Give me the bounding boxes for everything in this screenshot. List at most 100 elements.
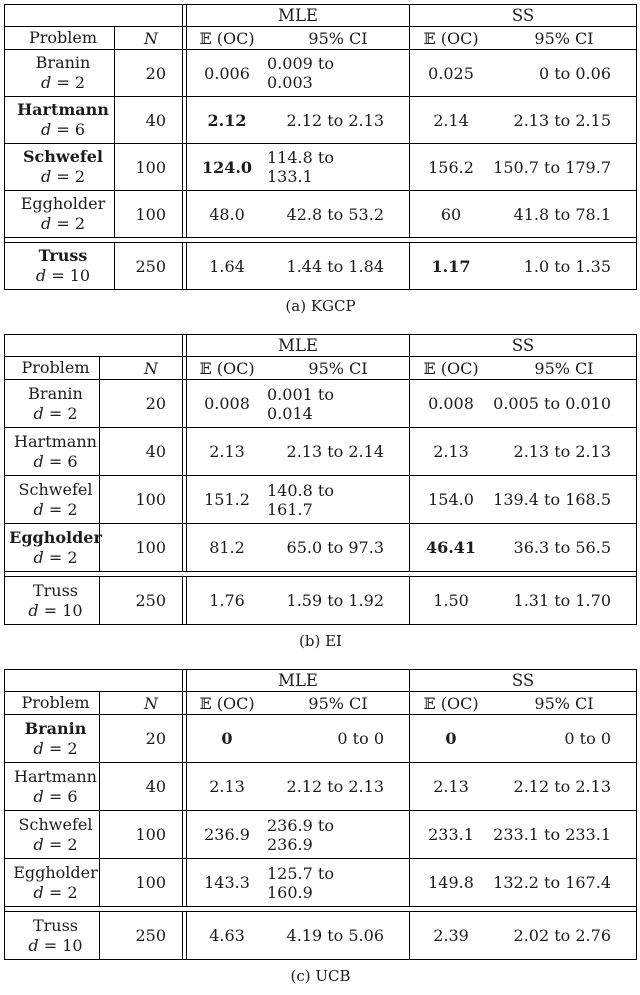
n-column-header: N bbox=[144, 358, 158, 378]
problem-name: Truss bbox=[38, 246, 88, 265]
mle-eoc-value: 48.0 bbox=[209, 204, 245, 224]
problem-dimension: d = 6 bbox=[33, 451, 78, 471]
mle-ci-header: 95% CI bbox=[267, 692, 410, 714]
table-caption: (c) UCB bbox=[290, 967, 351, 985]
ss-ci-value: 0.005 to 0.010 bbox=[493, 394, 611, 413]
n-value: 40 bbox=[145, 777, 166, 796]
mle-eoc-value: 1.64 bbox=[209, 256, 245, 276]
n-value: 250 bbox=[135, 256, 166, 276]
ss-eoc-value: 154.0 bbox=[428, 490, 474, 509]
mle-ci-header: 95% CI bbox=[267, 27, 410, 49]
problem-name: Schwefel bbox=[18, 479, 93, 499]
double-rule bbox=[182, 670, 187, 691]
problem-dimension: d = 10 bbox=[28, 935, 83, 955]
mle-eoc-value: 236.9 bbox=[204, 825, 250, 844]
blank-corner-cell bbox=[5, 335, 182, 356]
problem-cell: Eggholder d = 2 bbox=[5, 859, 100, 906]
mle-ci-value: 236.9 to 236.9 bbox=[267, 811, 410, 858]
ss-ci-header: 95% CI bbox=[534, 693, 594, 713]
ss-ci-value: 0 to 0 bbox=[564, 729, 611, 748]
problem-name: Truss bbox=[32, 580, 79, 600]
ss-group-header: SS bbox=[511, 6, 535, 25]
blank-corner-cell bbox=[5, 5, 182, 26]
table-row: Hartmann d = 6 40 2.13 2.13 to 2.14 2.13… bbox=[5, 428, 636, 476]
ss-eoc-header: 𝔼 (OC) bbox=[423, 358, 479, 378]
double-rule bbox=[182, 357, 187, 379]
mle-eoc-value: 2.12 bbox=[207, 110, 247, 130]
table-row: Eggholder d = 2 100 143.3 125.7 to 160.9… bbox=[5, 859, 636, 907]
table-caption: (a) KGCP bbox=[285, 297, 356, 315]
problem-name: Eggholder bbox=[13, 862, 98, 882]
table-row: Branin d = 2 20 0 0 to 0 0 0 to 0 bbox=[5, 715, 636, 763]
ss-ci-value: 1.31 to 1.70 bbox=[513, 591, 611, 610]
problem-name: Schwefel bbox=[22, 147, 104, 166]
mle-group-header: MLE bbox=[187, 335, 410, 356]
double-rule bbox=[182, 428, 187, 475]
n-value: 250 bbox=[135, 591, 166, 610]
mle-ci-value: 0.009 to 0.003 bbox=[267, 50, 410, 96]
ss-eoc-header: 𝔼 (OC) bbox=[423, 28, 479, 48]
table-row: Truss d = 10 250 1.64 1.44 to 1.84 1.17 … bbox=[5, 242, 636, 289]
results-table-ucb: MLE SS Problem N 𝔼 (OC) 95% CI 𝔼 (OC) 95… bbox=[4, 669, 637, 960]
mle-eoc-value: 124.0 bbox=[201, 157, 253, 177]
double-rule bbox=[182, 5, 187, 26]
group-header-row: MLE SS bbox=[5, 670, 636, 692]
problem-cell: Truss d = 10 bbox=[5, 243, 115, 289]
ss-eoc-header: 𝔼 (OC) bbox=[423, 693, 479, 713]
problem-name: Eggholder bbox=[9, 527, 102, 547]
double-rule bbox=[182, 144, 187, 190]
mle-eoc-value: 0.006 bbox=[204, 63, 250, 83]
ss-group-header: SS bbox=[511, 671, 535, 690]
problem-name: Branin bbox=[28, 383, 83, 403]
n-value: 100 bbox=[135, 873, 166, 892]
problem-name: Eggholder bbox=[20, 194, 106, 213]
ss-eoc-value: 2.14 bbox=[433, 110, 469, 130]
problem-name: Truss bbox=[32, 915, 79, 935]
problem-name: Schwefel bbox=[18, 814, 93, 834]
ss-eoc-value: 149.8 bbox=[428, 873, 474, 892]
ss-ci-value: 139.4 to 168.5 bbox=[493, 490, 611, 509]
mle-ci-value: 4.19 to 5.06 bbox=[267, 912, 410, 959]
mle-ci-value: 125.7 to 160.9 bbox=[267, 859, 410, 906]
column-header-row: Problem N 𝔼 (OC) 95% CI 𝔼 (OC) 95% CI bbox=[5, 692, 636, 715]
mle-ci-value: 1.44 to 1.84 bbox=[267, 243, 410, 289]
mle-eoc-value: 4.63 bbox=[209, 926, 245, 945]
ss-ci-value: 0 to 0.06 bbox=[538, 63, 611, 83]
ss-eoc-value: 0 bbox=[445, 729, 457, 748]
problem-cell: Eggholder d = 2 bbox=[5, 524, 102, 571]
ss-ci-value: 2.02 to 2.76 bbox=[513, 926, 611, 945]
problem-column-header: Problem bbox=[5, 357, 100, 379]
mle-ci-value: 0.001 to 0.014 bbox=[267, 380, 410, 427]
ss-eoc-value: 2.13 bbox=[433, 442, 469, 461]
double-rule bbox=[182, 97, 187, 143]
ss-eoc-value: 0.025 bbox=[428, 63, 474, 83]
problem-dimension: d = 10 bbox=[28, 600, 83, 620]
problem-cell: Branin d = 2 bbox=[5, 715, 100, 762]
mle-ci-value: 65.0 to 97.3 bbox=[267, 524, 410, 571]
problem-dimension: d = 10 bbox=[35, 266, 91, 285]
problem-cell: Schwefel d = 2 bbox=[5, 144, 115, 190]
ss-eoc-value: 60 bbox=[440, 204, 462, 224]
double-rule bbox=[182, 50, 187, 96]
mle-ci-value: 2.12 to 2.13 bbox=[267, 763, 410, 810]
ss-group-header: SS bbox=[511, 336, 535, 355]
ss-ci-value: 1.0 to 1.35 bbox=[523, 256, 611, 276]
ss-ci-value: 233.1 to 233.1 bbox=[493, 825, 611, 844]
double-rule bbox=[182, 763, 187, 810]
problem-name: Branin bbox=[24, 718, 87, 738]
table-row: Eggholder d = 2 100 48.0 42.8 to 53.2 60… bbox=[5, 191, 636, 238]
ss-eoc-value: 2.13 bbox=[433, 777, 469, 796]
mle-eoc-header: 𝔼 (OC) bbox=[199, 693, 255, 713]
table-caption: (b) EI bbox=[299, 632, 342, 650]
ss-ci-header: 95% CI bbox=[534, 358, 594, 378]
double-rule bbox=[182, 524, 187, 571]
problem-cell: Eggholder d = 2 bbox=[5, 191, 115, 237]
n-column-header: N bbox=[144, 28, 158, 48]
table-row: Hartmann d = 6 40 2.13 2.12 to 2.13 2.13… bbox=[5, 763, 636, 811]
problem-dimension: d = 6 bbox=[33, 786, 78, 806]
ss-ci-value: 36.3 to 56.5 bbox=[513, 538, 611, 557]
n-value: 40 bbox=[145, 110, 166, 130]
double-rule bbox=[182, 380, 187, 427]
problem-cell: Hartmann d = 6 bbox=[5, 97, 115, 143]
group-header-row: MLE SS bbox=[5, 335, 636, 357]
